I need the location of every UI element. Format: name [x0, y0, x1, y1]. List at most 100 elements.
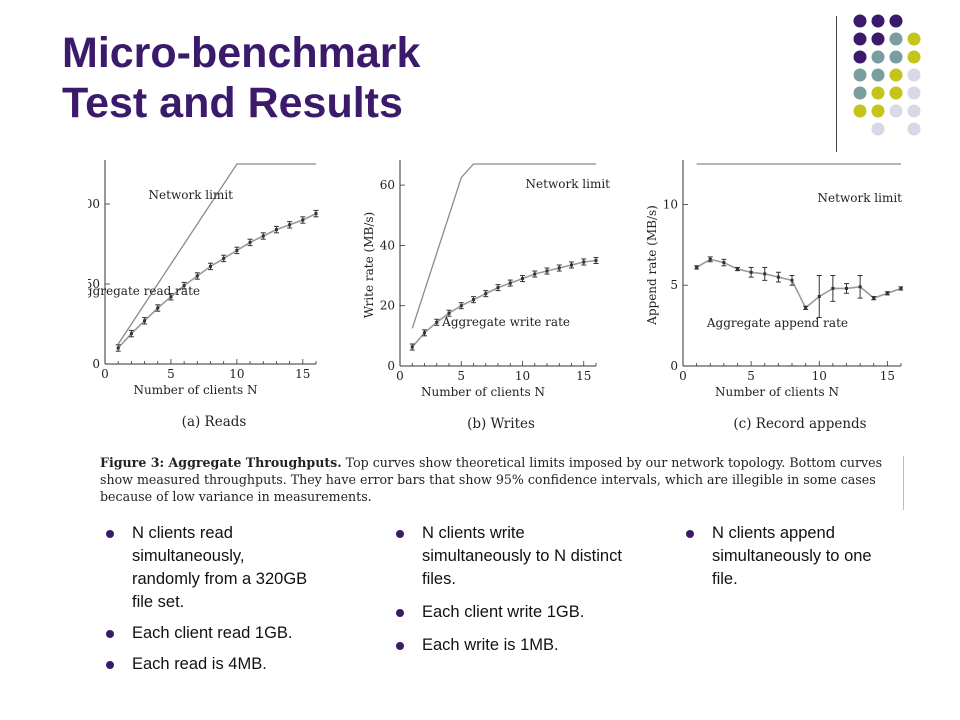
caption-text: Top curves show theoretical limits impos… [100, 455, 883, 504]
decorative-dot [889, 86, 903, 100]
data-point [447, 311, 451, 315]
y-tick-label: 5 [670, 278, 678, 292]
data-point [248, 240, 252, 244]
data-point [435, 320, 439, 324]
data-point [288, 223, 292, 227]
y-tick-label: 0 [387, 359, 395, 373]
writes-bullet: Each write is 1MB. [392, 634, 632, 657]
data-point [557, 266, 561, 270]
reads-bullet: Each read is 4MB. [102, 653, 312, 676]
x-axis-label: Number of clients N [715, 385, 839, 399]
aggregate-rate-line [117, 212, 317, 349]
reads-bullet: Each client read 1GB. [102, 622, 312, 645]
data-point [885, 291, 889, 295]
data-point [261, 234, 265, 238]
x-tick-label: 5 [457, 369, 465, 383]
decorative-dot [853, 14, 867, 28]
reads-chart: 051015050100Number of clients NRead rate… [88, 160, 319, 430]
data-point [790, 278, 794, 282]
x-tick-label: 0 [679, 369, 687, 383]
chart-subtitle: (b) Writes [467, 416, 535, 432]
data-point [695, 265, 699, 269]
caption-label: Figure 3: Aggregate Throughputs. [100, 455, 342, 470]
data-point [169, 295, 173, 299]
data-point [116, 346, 120, 350]
decorative-dot [871, 122, 885, 136]
appends-chart: 0 5 10 15 0 5 10 Number of clients N Append rate… [645, 160, 903, 432]
caption-edge-line [903, 456, 904, 510]
data-point [858, 285, 862, 289]
writes-bullets: N clients write simultaneously to N dist… [392, 522, 632, 667]
chart-subtitle: (c) Record appends [733, 416, 866, 432]
data-point [804, 306, 808, 310]
appends-bullet: N clients append simultaneously to one f… [682, 522, 897, 591]
data-point [209, 264, 212, 268]
data-point [156, 306, 160, 310]
data-point [545, 269, 549, 273]
y-tick-label: 50 [88, 277, 100, 291]
data-point [570, 263, 573, 267]
data-point [845, 286, 848, 290]
decorative-dot [907, 50, 921, 64]
y-tick-label: 10 [663, 197, 678, 211]
slide-title-line2: Test and Results [62, 79, 403, 127]
x-tick-label: 0 [396, 369, 404, 383]
aggregate-rate-line [411, 259, 597, 348]
data-point [235, 248, 239, 252]
x-tick-label: 10 [812, 369, 827, 383]
aggregate-rate-line [696, 258, 902, 310]
data-point [301, 218, 305, 222]
data-point [274, 228, 278, 232]
data-point [763, 272, 767, 276]
decorative-dot [889, 104, 903, 118]
x-tick-label: 5 [747, 369, 755, 383]
decorative-dot [907, 32, 921, 46]
y-tick-label: 0 [92, 357, 100, 371]
x-axis-label: Number of clients N [421, 385, 545, 399]
data-point [143, 319, 147, 323]
data-point [496, 286, 500, 290]
decorative-dot [889, 68, 903, 82]
data-point [533, 272, 537, 276]
decorative-dot [871, 14, 885, 28]
y-tick-label: 40 [380, 238, 395, 252]
x-tick-label: 10 [515, 369, 530, 383]
reads-bullets: N clients read simultaneously, randomly … [102, 522, 312, 684]
data-point [472, 298, 475, 302]
network-limit-line [117, 163, 316, 345]
appends-bullets: N clients append simultaneously to one f… [682, 522, 897, 599]
x-tick-label: 15 [880, 369, 895, 383]
decorative-dot [889, 14, 903, 28]
data-point [129, 332, 133, 336]
decorative-dot [889, 50, 903, 64]
decorative-divider [836, 16, 837, 152]
data-point [222, 256, 226, 260]
x-tick-label: 10 [229, 367, 244, 381]
decorative-dot [871, 104, 885, 118]
network-limit-label: Network limit [526, 177, 611, 191]
data-point [899, 286, 903, 290]
aggregate-rate-label: Aggregate append rate [706, 316, 848, 330]
decorative-dot [871, 50, 885, 64]
data-point [410, 345, 414, 349]
x-tick-label: 0 [101, 367, 109, 381]
data-point [521, 277, 524, 281]
data-point [508, 281, 512, 285]
data-point [817, 295, 821, 299]
x-tick-label: 15 [576, 369, 591, 383]
data-point [195, 274, 199, 278]
decorative-dot [907, 68, 921, 82]
reads-bullet: N clients read simultaneously, randomly … [102, 522, 312, 614]
y-tick-label: 0 [670, 359, 678, 373]
slide-title-line1: Micro-benchmark [62, 29, 421, 77]
writes-bullet: Each client write 1GB. [392, 601, 632, 624]
throughput-figure: 051015050100Number of clients NRead rate… [88, 160, 903, 432]
data-point [776, 275, 780, 279]
data-point [582, 260, 586, 264]
decorative-dot [889, 32, 903, 46]
y-tick-label: 20 [380, 299, 395, 313]
decorative-dot [907, 122, 921, 136]
network-limit-line [411, 163, 596, 329]
data-point [872, 296, 876, 300]
data-point [749, 270, 753, 274]
